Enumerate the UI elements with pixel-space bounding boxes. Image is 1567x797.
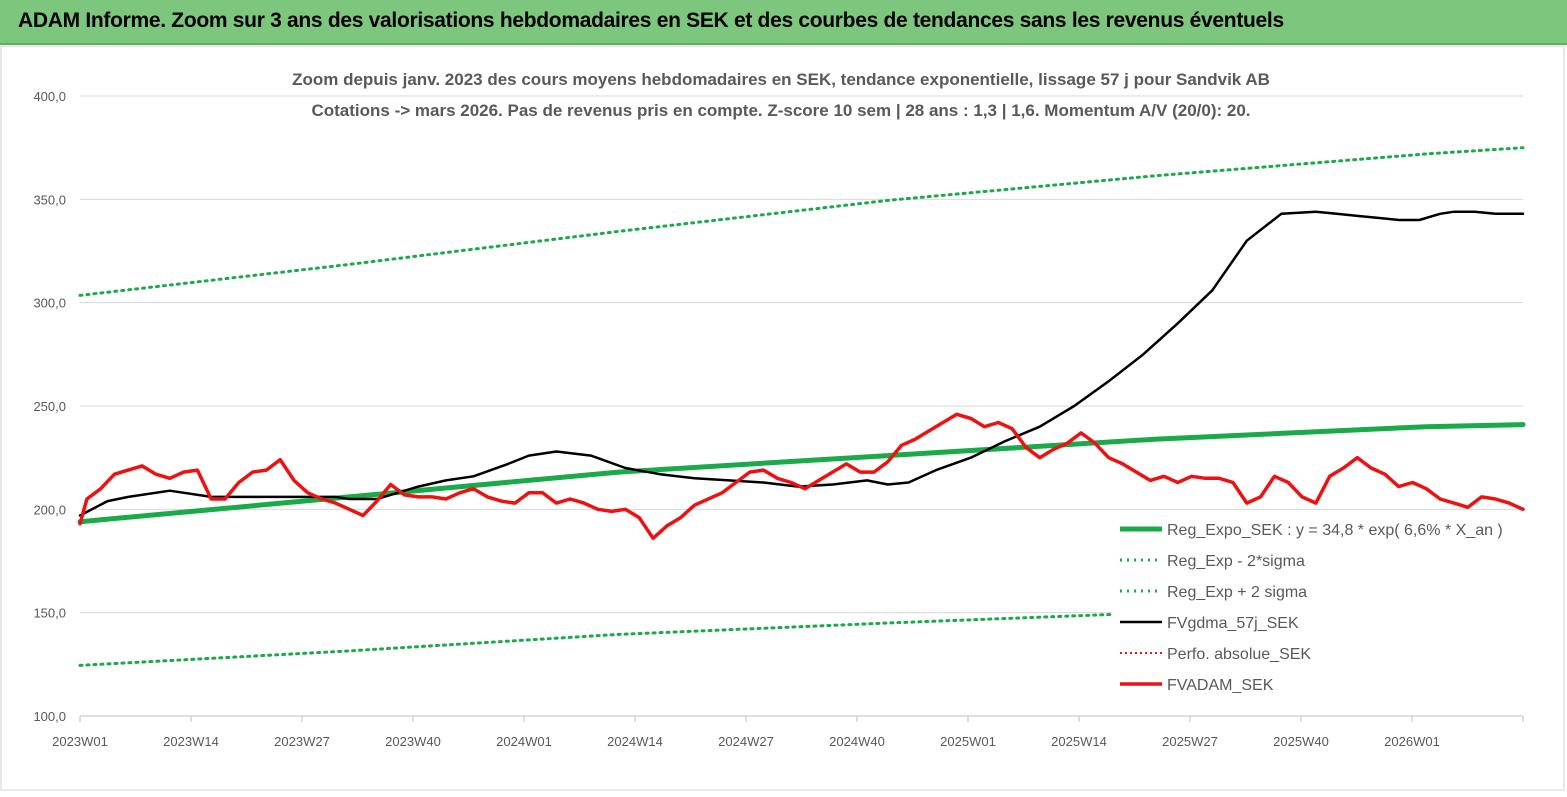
- x-tick-label: 2024W40: [829, 734, 885, 749]
- chart-title-line1: Zoom depuis janv. 2023 des cours moyens …: [292, 70, 1270, 89]
- legend-label-reg-expo: Reg_Expo_SEK : y = 34,8 * exp( 6,6% * X_…: [1167, 522, 1503, 539]
- x-tick-label: 2024W01: [496, 734, 552, 749]
- y-tick-label: 100,0: [33, 709, 66, 724]
- series-reg-expo: [77, 422, 1526, 525]
- x-tick-label: 2025W40: [1273, 734, 1329, 749]
- x-tick-label: 2025W14: [1051, 734, 1107, 749]
- chart-border: [0, 45, 1565, 791]
- y-tick-label: 150,0: [33, 606, 66, 621]
- legend-label-perfo-absolue: Perfo. absolue_SEK: [1167, 646, 1311, 663]
- x-tick-label: 2026W01: [1384, 734, 1440, 749]
- legend-label-plus-2sigma: Reg_Exp + 2 sigma: [1167, 584, 1307, 601]
- y-tick-label: 350,0: [33, 192, 66, 207]
- y-tick-label: 200,0: [33, 502, 66, 517]
- y-tick-label: 250,0: [33, 399, 66, 414]
- y-tick-label: 400,0: [33, 89, 66, 104]
- report-banner: ADAM Informe. Zoom sur 3 ans des valoris…: [0, 0, 1567, 45]
- chart-area: Zoom depuis janv. 2023 des cours moyens …: [0, 45, 1567, 792]
- legend-label-minus-2sigma: Reg_Exp - 2*sigma: [1167, 553, 1305, 570]
- price-trend-chart: Zoom depuis janv. 2023 des cours moyens …: [0, 45, 1565, 791]
- legend-label-fvadam: FVADAM_SEK: [1167, 677, 1274, 694]
- series-moving-average: [78, 210, 1525, 517]
- x-tick-label: 2025W01: [940, 734, 996, 749]
- x-tick-label: 2024W14: [607, 734, 663, 749]
- legend-box: [1112, 511, 1524, 701]
- x-tick-label: 2023W14: [163, 734, 219, 749]
- x-tick-label: 2025W27: [1162, 734, 1218, 749]
- series-fvadam: [78, 412, 1525, 541]
- x-tick-label: 2023W40: [385, 734, 441, 749]
- series-plus-2sigma: [78, 146, 1525, 297]
- legend-label-moving-average: FVgdma_57j_SEK: [1167, 615, 1299, 632]
- x-tick-label: 2024W27: [718, 734, 774, 749]
- x-tick-label: 2023W01: [52, 734, 108, 749]
- y-tick-label: 300,0: [33, 296, 66, 311]
- x-tick-label: 2023W27: [274, 734, 330, 749]
- chart-title-line2: Cotations -> mars 2026. Pas de revenus p…: [311, 101, 1250, 120]
- report-title: ADAM Informe. Zoom sur 3 ans des valoris…: [18, 9, 1284, 32]
